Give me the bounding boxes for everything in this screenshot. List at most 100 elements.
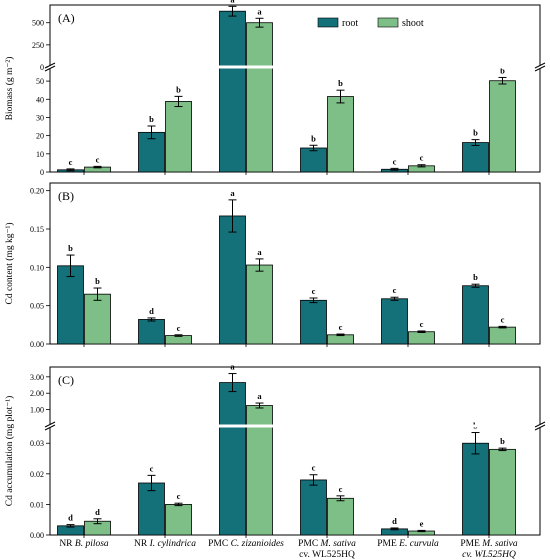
category-label: PMC M. sativa [298, 539, 356, 549]
y-tick-label: 0.05 [30, 302, 44, 311]
axis-break-mark [534, 65, 546, 72]
panel-label: (B) [58, 189, 74, 203]
bar-shoot [84, 293, 111, 345]
significance-letter: d [68, 513, 73, 523]
bar-shoot [408, 331, 435, 345]
significance-letter: d [149, 306, 154, 316]
bar-shoot [246, 264, 273, 345]
axis-break-mark [44, 421, 56, 428]
category-label: PME M. sativa [460, 539, 518, 549]
significance-letter: b [473, 128, 478, 138]
significance-letter: b [176, 84, 181, 94]
category-labels: NR B. pilosa NR I. cylindrica PMC C. zizan… [59, 539, 518, 560]
bar-shoot [489, 326, 516, 345]
significance-letter: a [257, 6, 262, 16]
category-label: NR I. cylindrica [134, 539, 196, 549]
significance-letter: c [150, 463, 154, 473]
bar-shoot [327, 497, 354, 536]
significance-letter: a [230, 0, 235, 4]
bar-root [300, 147, 327, 173]
significance-letter: a [230, 188, 235, 198]
significance-letter: a [230, 362, 235, 372]
bar-shoot [327, 334, 354, 345]
bar-root [462, 142, 489, 173]
bar-root [138, 319, 165, 345]
bar-root [462, 442, 489, 536]
panel-1: (A)Biomass (g m⁻²)010203040500250500cbab… [4, 0, 546, 177]
y-tick-label: 2.00 [30, 389, 44, 398]
bar-root [219, 382, 246, 536]
bar-root [219, 215, 246, 345]
y-tick-label: 250 [32, 41, 44, 50]
y-tick-label: 0.02 [30, 470, 44, 479]
y-tick-label: 0.00 [30, 340, 44, 349]
bar-root [219, 10, 246, 173]
bar-shoot [327, 96, 354, 173]
panels: (A)Biomass (g m⁻²)010203040500250500cbab… [4, 0, 546, 540]
significance-letter: d [95, 507, 100, 517]
y-tick-label: 0 [40, 168, 44, 177]
panel-2: (B) Cd content (mg kg⁻¹) 0.00 0.05 0.10 0.15 0… [4, 182, 541, 349]
y-tick-label: 500 [32, 19, 44, 28]
significance-letter: a [257, 391, 262, 401]
legend-shoot-label: shoot [402, 18, 424, 29]
bar-shoot [489, 448, 516, 536]
bar-root [381, 298, 408, 345]
significance-letter: b [149, 114, 154, 124]
y-tick-label: 0.15 [30, 225, 44, 234]
legend-shoot-swatch [377, 17, 399, 28]
y-tick-label: 0.01 [30, 500, 44, 509]
y-axis-label: Cd accumulation (mg plot⁻¹) [4, 396, 15, 507]
significance-letter: c [393, 156, 397, 166]
bar-shoot [489, 80, 516, 173]
panel-3: (C) Cd accumulation (mg plot⁻¹) 0.00 0.01 0.… [4, 362, 546, 540]
bar-shoot [165, 504, 192, 536]
significance-letter: c [339, 322, 343, 332]
axis-break-mark [44, 65, 56, 72]
y-tick-label: 0 [40, 63, 44, 72]
significance-letter: b [500, 436, 505, 446]
y-tick-label: 50 [36, 77, 44, 86]
category-label: PME E. curvula [377, 539, 439, 549]
significance-letter: c [312, 286, 316, 296]
plot-frame [49, 366, 541, 536]
significance-letter: d [392, 516, 397, 526]
significance-letter: b [338, 78, 343, 88]
y-tick-label: 3.00 [30, 373, 44, 382]
legend: root shoot [317, 17, 424, 29]
axis-break-mark [44, 424, 56, 431]
y-tick-label: 0.00 [30, 531, 44, 540]
bar-root [462, 285, 489, 345]
y-axis-label: Cd content (mg kg⁻¹) [4, 222, 15, 304]
axis-break-mark [534, 424, 546, 431]
significance-letter: c [177, 323, 181, 333]
y-tick-label: 0.03 [30, 439, 44, 448]
bar-shoot [246, 22, 273, 173]
significance-letter: b [473, 272, 478, 282]
legend-root-swatch [317, 17, 339, 28]
significance-letter: b [68, 243, 73, 253]
significance-letter: b [311, 133, 316, 143]
axis-break-mark [44, 62, 56, 69]
significance-letter: c [96, 154, 100, 164]
category-label: PMC C. zizanioides [208, 539, 284, 549]
axis-break-mark [534, 421, 546, 428]
significance-letter: a [257, 247, 262, 257]
plot-frame [49, 182, 541, 345]
category-label-line2: cv. WL525HQ [462, 550, 516, 560]
plot-frame [49, 4, 541, 173]
y-tick-label: 0.10 [30, 263, 44, 272]
significance-letter: c [339, 484, 343, 494]
bar-root [138, 482, 165, 536]
y-tick-label: 40 [36, 95, 44, 104]
y-axis-label: Biomass (g m⁻²) [4, 57, 15, 121]
legend-root-label: root [342, 18, 358, 29]
panel-label: (A) [58, 11, 75, 25]
y-tick-label: 1.00 [30, 406, 44, 415]
significance-letter: b [500, 65, 505, 75]
significance-letter: c [393, 285, 397, 295]
bar-shoot [165, 101, 192, 173]
y-tick-label: 10 [36, 150, 44, 159]
significance-letter: b [95, 276, 100, 286]
